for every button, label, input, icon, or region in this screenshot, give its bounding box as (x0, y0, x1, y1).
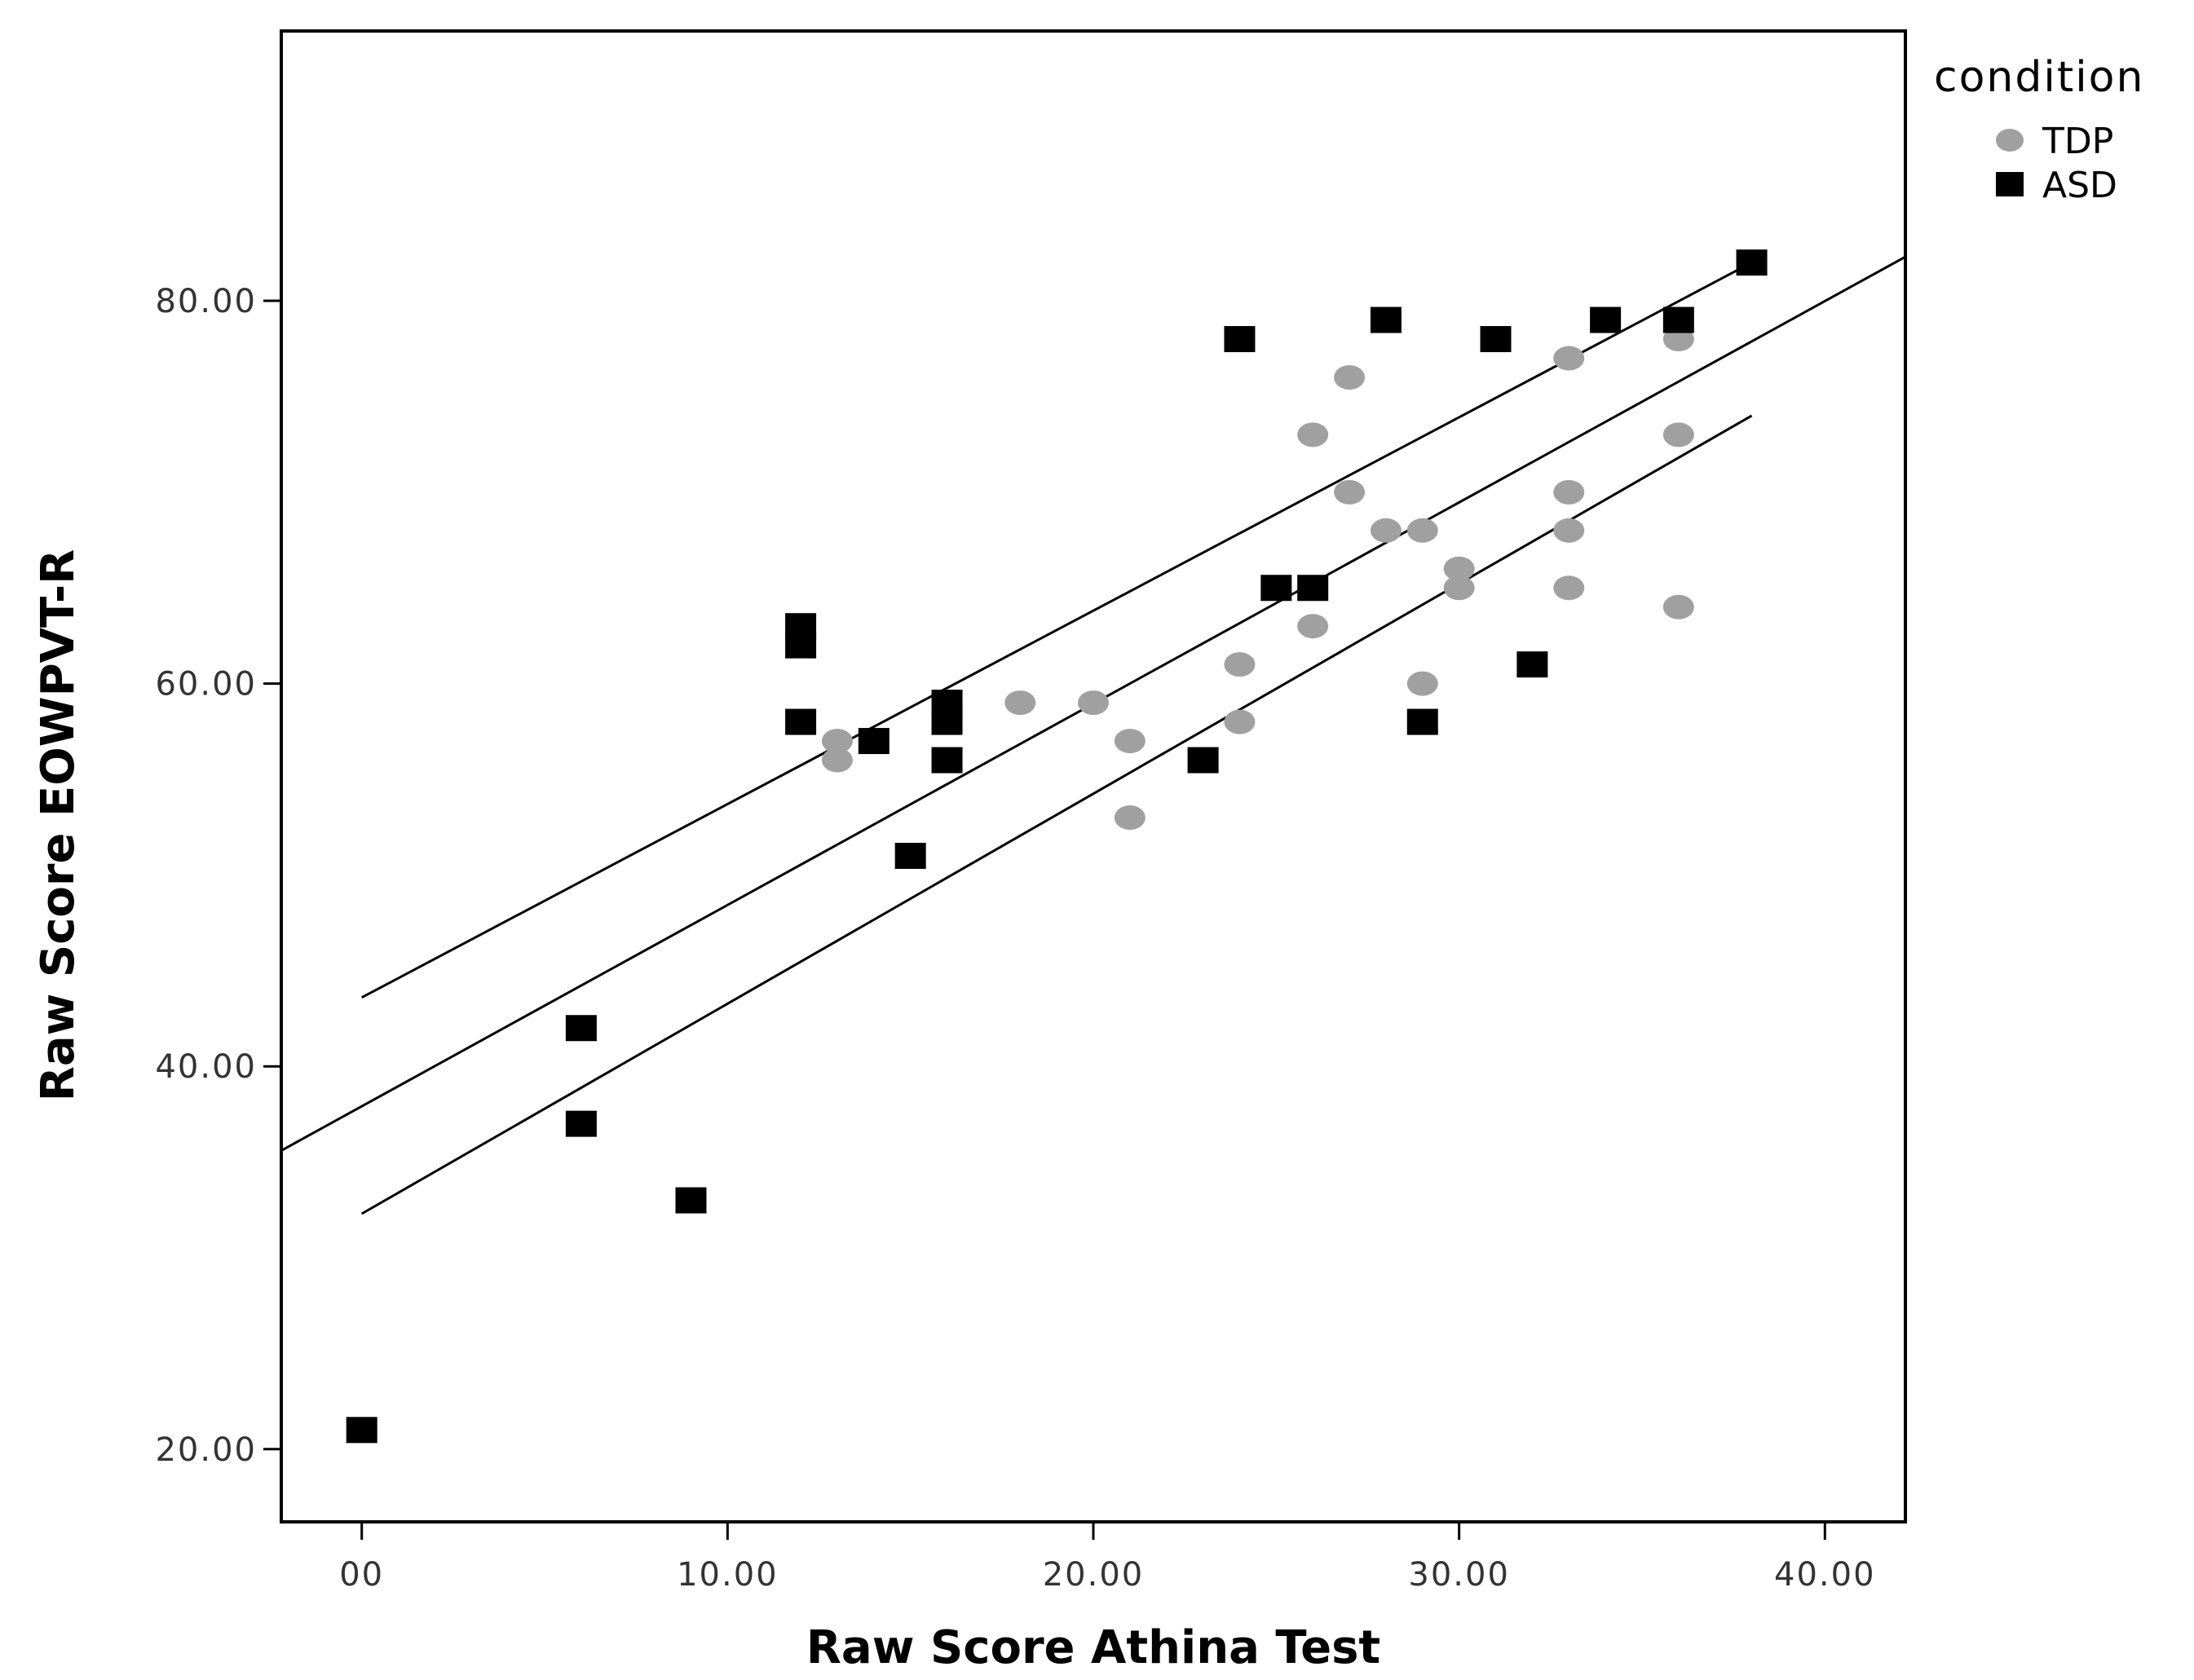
point-tdp (1114, 805, 1146, 830)
point-asd (1516, 651, 1548, 678)
point-asd (1370, 306, 1402, 333)
point-tdp (821, 729, 853, 754)
point-tdp (1553, 518, 1585, 543)
point-asd (565, 1015, 597, 1042)
point-tdp (1334, 479, 1366, 505)
y-axis-ticks: 20.00 40.00 60.00 80.00 (155, 283, 281, 1469)
point-tdp (1224, 709, 1256, 734)
x-tick-label: 10.00 (677, 1556, 779, 1594)
point-asd (1224, 326, 1256, 353)
point-asd (931, 708, 963, 735)
point-asd (1662, 306, 1694, 333)
x-tick-label: 00 (339, 1556, 384, 1594)
point-tdp (1662, 422, 1694, 448)
point-tdp (821, 747, 853, 773)
point-tdp (1370, 518, 1402, 543)
point-asd (785, 708, 817, 735)
point-asd (1260, 575, 1292, 602)
legend-marker-tdp (1996, 129, 2024, 152)
point-tdp (1406, 671, 1438, 696)
x-tick-label: 30.00 (1408, 1556, 1510, 1594)
point-tdp (1224, 652, 1256, 677)
point-tdp (1297, 422, 1329, 448)
legend-marker-asd (1996, 172, 2024, 196)
point-tdp (1078, 690, 1109, 716)
legend-label-tdp: TDP (2042, 121, 2113, 162)
point-asd (858, 728, 890, 755)
point-asd (565, 1110, 597, 1137)
x-tick-label: 20.00 (1043, 1556, 1145, 1594)
y-axis-title: Raw Score EOWPVT-R (32, 549, 85, 1102)
point-asd (785, 632, 817, 659)
y-tick-label: 60.00 (155, 666, 257, 703)
point-tdp (1406, 518, 1438, 543)
point-asd (346, 1417, 377, 1444)
point-tdp (1297, 614, 1329, 639)
point-asd (894, 842, 926, 869)
point-asd (1590, 306, 1622, 333)
y-tick-label: 40.00 (155, 1048, 257, 1086)
point-asd (1297, 575, 1329, 602)
fit-line-lower-band (360, 414, 1753, 1215)
x-tick-label: 40.00 (1774, 1556, 1876, 1594)
y-tick-label: 20.00 (155, 1431, 257, 1469)
point-asd (931, 747, 963, 774)
point-asd (1406, 708, 1438, 735)
point-tdp (1004, 690, 1036, 716)
legend-label-asd: ASD (2042, 165, 2117, 206)
point-asd (1187, 747, 1219, 774)
point-tdp (1443, 556, 1475, 581)
x-axis-title: Raw Score Athina Test (806, 1621, 1380, 1674)
point-tdp (1114, 729, 1146, 754)
x-axis-ticks: 00 10.00 20.00 30.00 40.00 (339, 1522, 1876, 1594)
point-asd (675, 1187, 707, 1214)
point-tdp (1553, 575, 1585, 601)
point-tdp (1443, 575, 1475, 601)
point-tdp (1553, 346, 1585, 371)
data-points (346, 249, 1768, 1444)
point-asd (1736, 249, 1768, 276)
y-tick-label: 80.00 (155, 283, 257, 320)
point-asd (1480, 326, 1512, 353)
point-tdp (1662, 594, 1694, 620)
fit-line-upper-band (361, 261, 1753, 999)
legend-title: condition (1934, 53, 2144, 102)
point-tdp (1553, 479, 1585, 505)
point-tdp (1334, 364, 1366, 390)
